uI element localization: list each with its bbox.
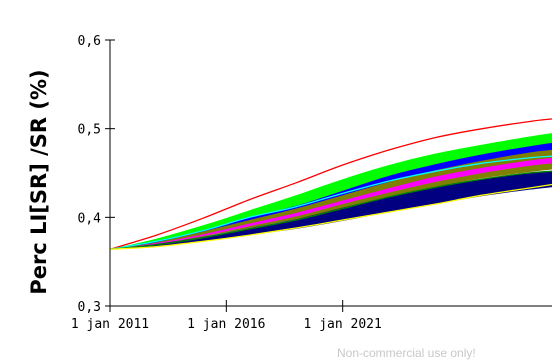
watermark-text: Non-commercial use only! bbox=[337, 346, 476, 360]
series-line-3 bbox=[109, 170, 553, 250]
x-tick-label: 1 jan 2021 bbox=[304, 317, 382, 332]
x-axis-ticks: 1 jan 2011 1 jan 2016 1 jan 2021 bbox=[71, 300, 382, 332]
y-axis-title: Perc LI[SR] /SR (%) bbox=[27, 69, 51, 294]
y-tick-label: 0,5 bbox=[78, 123, 101, 138]
series-line-4 bbox=[109, 183, 553, 250]
band-5 bbox=[110, 171, 552, 250]
y-tick-label: 0,3 bbox=[78, 300, 101, 315]
plot-area bbox=[109, 118, 553, 250]
y-tick-label: 0,4 bbox=[78, 211, 102, 226]
series-line-2 bbox=[109, 155, 553, 250]
x-tick-label: 1 jan 2011 bbox=[71, 317, 149, 332]
series-line-1 bbox=[109, 118, 553, 250]
band-4 bbox=[110, 157, 552, 250]
x-tick-label: 1 jan 2016 bbox=[187, 317, 265, 332]
band-1 bbox=[110, 133, 552, 250]
band-3 bbox=[110, 149, 552, 250]
y-tick-label: 0,6 bbox=[78, 34, 101, 49]
